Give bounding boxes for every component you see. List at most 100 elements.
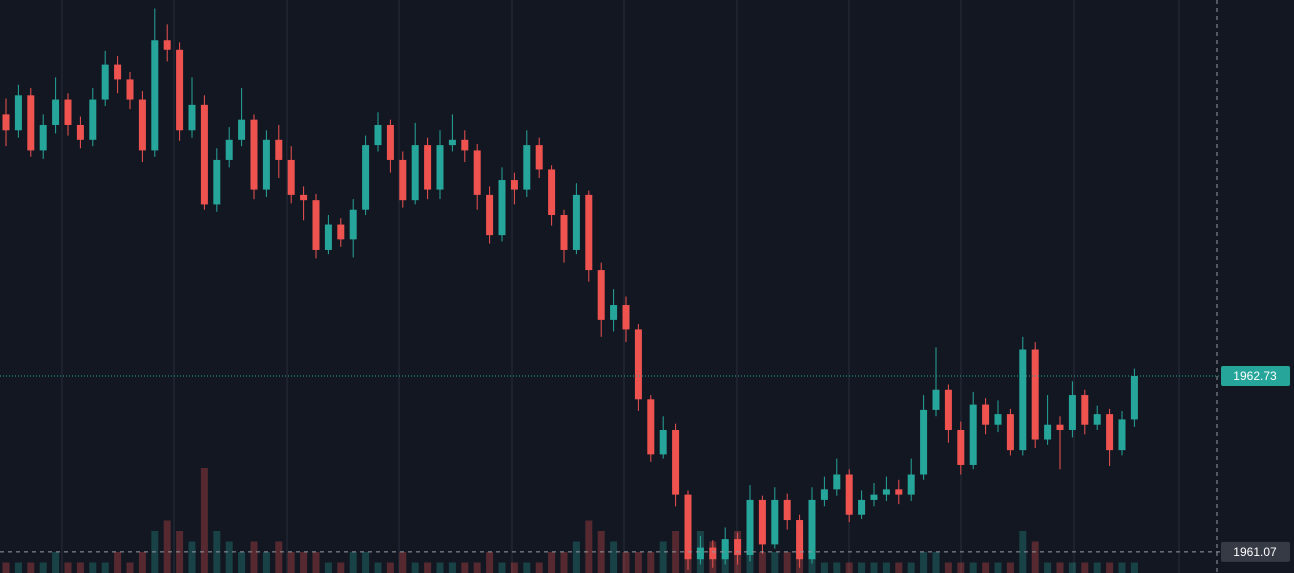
candle-body	[262, 139, 270, 190]
volume-bar	[932, 552, 940, 573]
candle-body	[27, 95, 35, 151]
volume-bar	[126, 562, 134, 573]
candle-body	[300, 194, 308, 201]
volume-bar	[52, 552, 60, 573]
candle-body	[746, 499, 754, 555]
candle-body	[151, 40, 159, 151]
candle-body	[126, 79, 134, 100]
candle-body	[138, 99, 146, 151]
volume-bar	[64, 562, 72, 573]
candle-body	[1031, 349, 1039, 440]
candle-body	[1130, 375, 1138, 420]
volume-bar	[833, 562, 841, 573]
candle-body	[982, 404, 990, 425]
volume-bar	[523, 562, 531, 573]
volume-bar	[250, 541, 258, 573]
candle-body	[684, 494, 692, 560]
volume-bar	[498, 562, 506, 573]
volume-bar	[858, 562, 866, 573]
candle-body	[610, 305, 618, 320]
candle-body	[163, 40, 171, 50]
candle-body	[486, 194, 494, 236]
candle-body	[238, 119, 246, 140]
candle-body	[1093, 414, 1101, 425]
candle-body	[1006, 414, 1014, 451]
volume-bar	[634, 552, 642, 573]
candle-body	[250, 119, 258, 190]
time-grid	[61, 0, 1180, 573]
last-price-box	[1221, 365, 1290, 386]
candle-body	[634, 329, 642, 400]
candle-body	[858, 499, 866, 515]
candle-body	[1106, 414, 1114, 451]
volume-bar	[424, 562, 432, 573]
candle-body	[114, 64, 122, 80]
last-price-label: 1962.73	[1233, 369, 1277, 383]
volume-bar	[920, 552, 928, 573]
volume-bar	[1081, 562, 1089, 573]
volume-bar	[1093, 562, 1101, 573]
candle-body	[597, 270, 605, 320]
volume-bar	[957, 562, 965, 573]
candle-body	[920, 409, 928, 475]
candle-body	[659, 430, 667, 455]
volume-bar	[560, 552, 568, 573]
volume-bar	[783, 552, 791, 573]
volume-bar	[1056, 562, 1064, 573]
volume-bar	[238, 552, 246, 573]
candle-body	[52, 99, 60, 125]
candle-body	[709, 547, 717, 560]
volume-bar	[1068, 562, 1076, 573]
volume-bar	[758, 552, 766, 573]
volume-bar	[2, 562, 10, 573]
candle-body	[870, 494, 878, 500]
volume-bar	[14, 562, 22, 573]
candle-body	[1019, 349, 1027, 451]
candle-body	[39, 124, 47, 151]
candle-body	[907, 474, 915, 495]
candle-body	[89, 99, 97, 140]
volume-bar	[647, 552, 655, 573]
volume-bar	[138, 552, 146, 573]
candle-body	[188, 104, 196, 131]
candle-body	[523, 145, 531, 190]
volume-bar	[287, 552, 295, 573]
volume-bar	[275, 541, 283, 573]
candle-body	[473, 150, 481, 195]
volume-bar	[535, 562, 543, 573]
candle-body	[882, 489, 890, 495]
volume-bar	[324, 562, 332, 573]
candle-body	[672, 430, 680, 495]
volume-bar	[1031, 541, 1039, 573]
volume-bar	[1118, 562, 1126, 573]
volume-bar	[262, 552, 270, 573]
volume-bar	[659, 541, 667, 573]
volume-bar	[510, 562, 518, 573]
candle-body	[411, 145, 419, 201]
candle-body	[585, 194, 593, 271]
volume-bar	[461, 562, 469, 573]
candle-body	[448, 139, 456, 146]
candle-body	[932, 389, 940, 410]
candle-body	[572, 194, 580, 250]
volume-bar	[300, 552, 308, 573]
candle-body	[64, 99, 72, 125]
candle-body	[324, 224, 332, 250]
candle-body	[535, 145, 543, 170]
volume-bar	[374, 562, 382, 573]
candle-body	[424, 145, 432, 190]
candle-body	[833, 474, 841, 490]
volume-bar	[200, 468, 208, 573]
candle-body	[312, 200, 320, 250]
candle-body	[510, 180, 518, 190]
crosshair-price-label: 1961.07	[1233, 545, 1277, 559]
overlay-layer: 1962.73 1961.07	[0, 365, 1290, 562]
candle-body	[1068, 395, 1076, 431]
volume-bar	[312, 552, 320, 573]
volume-bar	[411, 562, 419, 573]
candle-body	[796, 520, 804, 560]
volume-bar	[1006, 562, 1014, 573]
candle-layer	[2, 8, 1138, 570]
